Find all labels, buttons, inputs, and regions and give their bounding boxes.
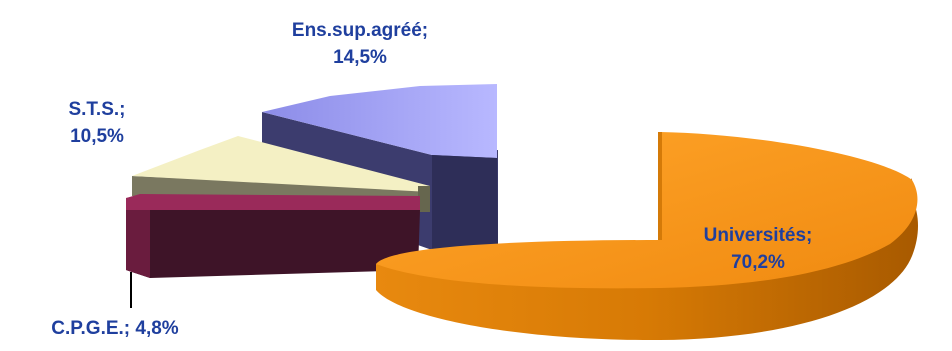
label-universites-name: Universités; (704, 225, 813, 246)
label-cpge: C.P.G.E.; 4,8% (51, 318, 179, 339)
pie-slice-cpge (126, 194, 420, 278)
label-universites-value: 70,2% (731, 252, 785, 273)
pie-slice-universites (376, 132, 918, 341)
label-sts-value: 10,5% (70, 126, 124, 147)
label-ens-value: 14,5% (333, 47, 387, 68)
label-ens-name: Ens.sup.agréé; (292, 20, 428, 41)
label-sts-name: S.T.S.; (68, 99, 125, 120)
